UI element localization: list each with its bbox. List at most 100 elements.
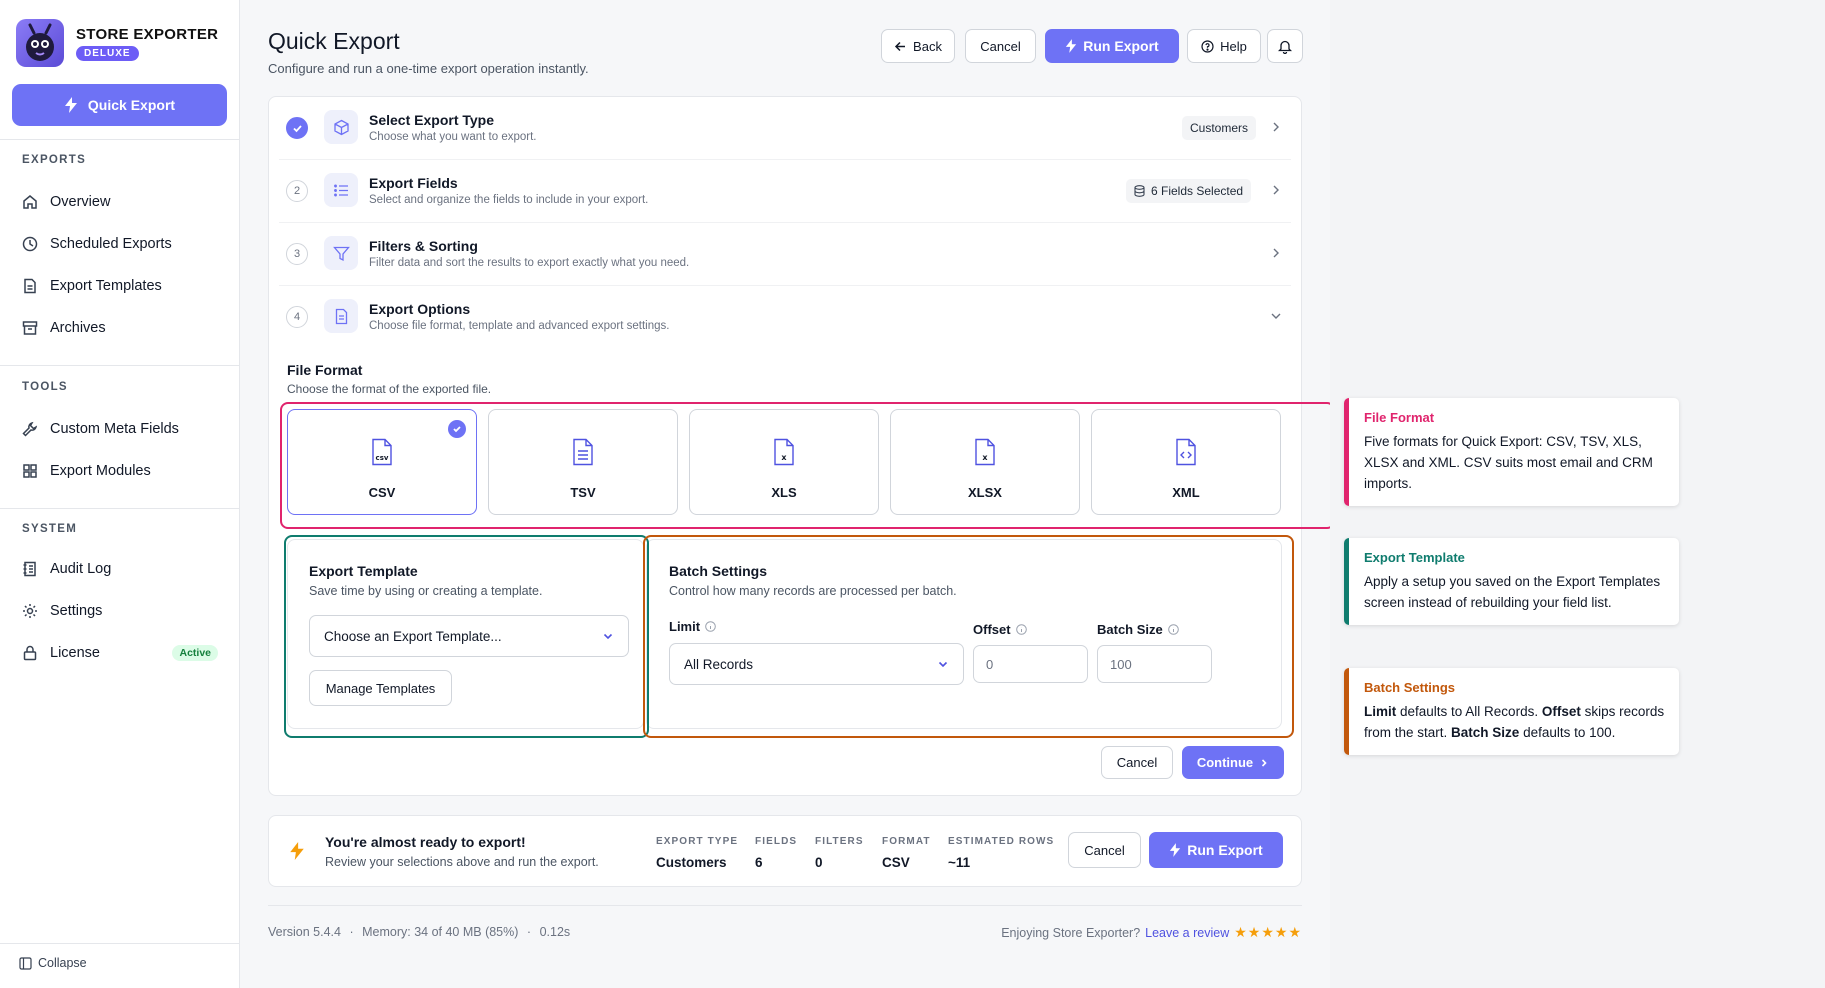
lightning-icon <box>1066 39 1077 53</box>
sidebar-item-settings[interactable]: Settings <box>22 598 222 624</box>
box-icon <box>324 110 358 144</box>
continue-button[interactable]: Continue <box>1182 746 1284 779</box>
annotation-body: Limit defaults to All Records. Offset sk… <box>1364 701 1665 743</box>
notifications-button[interactable] <box>1267 29 1303 63</box>
stat-label: FILTERS <box>815 836 864 847</box>
back-label: Back <box>913 38 942 54</box>
collapse-icon <box>19 956 32 970</box>
sidebar-item-audit-log[interactable]: Audit Log <box>22 556 222 582</box>
license-status-badge: Active <box>172 645 218 661</box>
manage-templates-button[interactable]: Manage Templates <box>309 670 452 706</box>
annotation-title: Export Template <box>1364 550 1465 565</box>
stat-value: 6 <box>755 855 763 870</box>
format-option-xml[interactable]: XML <box>1091 409 1281 515</box>
footer-review: Enjoying Store Exporter? Leave a review … <box>1001 924 1302 941</box>
header-cancel-button[interactable]: Cancel <box>965 29 1036 63</box>
offset-placeholder: 0 <box>986 656 994 672</box>
footer-status: Version 5.4.4 · Memory: 34 of 40 MB (85%… <box>268 925 571 939</box>
svg-text:csv: csv <box>376 454 389 462</box>
run-export-label: Run Export <box>1187 842 1263 858</box>
step-description: Select and organize the fields to includ… <box>369 194 649 206</box>
annotation-title: Batch Settings <box>1364 680 1456 695</box>
sidebar-divider <box>0 365 239 366</box>
format-label: CSV <box>368 485 396 500</box>
options-cancel-button[interactable]: Cancel <box>1101 746 1173 779</box>
step-number: 4 <box>286 306 308 328</box>
svg-text:x: x <box>781 453 787 462</box>
sidebar-item-export-templates[interactable]: Export Templates <box>22 273 222 299</box>
step-export-options[interactable]: 4 Export Options Choose file format, tem… <box>269 286 1301 348</box>
info-icon[interactable] <box>1015 624 1027 635</box>
stat-label: EXPORT TYPE <box>656 836 739 847</box>
offset-input[interactable]: 0 <box>973 645 1088 683</box>
gear-icon <box>23 604 37 618</box>
export-template-card: Export Template Save time by using or cr… <box>287 539 644 729</box>
check-icon <box>292 124 302 132</box>
step-filters-sorting[interactable]: 3 Filters & Sorting Filter data and sort… <box>269 223 1301 285</box>
section-system: SYSTEM <box>22 523 78 535</box>
cancel-label: Cancel <box>1084 842 1125 858</box>
file-format-subtitle: Choose the format of the exported file. <box>287 382 492 396</box>
chevron-right-icon <box>1262 758 1267 767</box>
limit-label: Limit <box>669 619 716 634</box>
batch-settings-subtitle: Control how many records are processed p… <box>669 584 957 598</box>
summary-cancel-button[interactable]: Cancel <box>1068 832 1141 868</box>
arrow-left-icon <box>894 41 906 51</box>
help-button[interactable]: Help <box>1187 29 1261 63</box>
format-option-xls[interactable]: x XLS <box>689 409 879 515</box>
sidebar-item-label: License <box>50 645 100 661</box>
file-format-title: File Format <box>287 362 363 378</box>
limit-select[interactable]: All Records <box>669 643 964 685</box>
limit-select-value: All Records <box>684 656 754 672</box>
main-content: Quick Export Configure and run a one-tim… <box>241 0 1335 988</box>
wrench-icon <box>22 421 38 437</box>
step-export-fields[interactable]: 2 Export Fields Select and organize the … <box>269 160 1301 222</box>
batch-size-label-text: Batch Size <box>1097 622 1163 637</box>
sidebar-item-label: Export Templates <box>50 278 162 294</box>
clock-icon <box>22 236 38 252</box>
summary-subtitle: Review your selections above and run the… <box>325 855 599 869</box>
collapse-button[interactable]: Collapse <box>19 956 87 970</box>
sidebar-item-scheduled-exports[interactable]: Scheduled Exports <box>22 231 222 257</box>
leave-review-link[interactable]: Leave a review <box>1145 925 1230 940</box>
annotation-term: Limit <box>1364 704 1397 719</box>
annotation-body: Five formats for Quick Export: CSV, TSV,… <box>1364 434 1653 491</box>
run-export-label: Run Export <box>1083 38 1159 54</box>
info-icon[interactable] <box>1167 624 1179 635</box>
sidebar-item-license[interactable]: License Active <box>22 640 222 666</box>
list-icon <box>324 173 358 207</box>
header-run-export-button[interactable]: Run Export <box>1045 29 1179 63</box>
sidebar-item-custom-meta-fields[interactable]: Custom Meta Fields <box>22 416 222 442</box>
step-description: Filter data and sort the results to expo… <box>369 257 690 269</box>
brand[interactable]: STORE EXPORTER DELUXE <box>16 19 218 67</box>
section-exports: EXPORTS <box>22 154 87 166</box>
summary-run-export-button[interactable]: Run Export <box>1149 832 1283 868</box>
batch-size-input[interactable]: 100 <box>1097 645 1212 683</box>
sidebar-item-label: Custom Meta Fields <box>50 421 179 437</box>
back-button[interactable]: Back <box>881 29 955 63</box>
lock-icon <box>23 645 37 661</box>
sidebar-divider <box>0 139 239 140</box>
cancel-label: Cancel <box>980 38 1021 54</box>
step-select-export-type[interactable]: Select Export Type Choose what you want … <box>269 97 1301 159</box>
chevron-right-icon <box>1273 248 1279 258</box>
summary-title: You're almost ready to export! <box>325 834 526 850</box>
step-complete-badge <box>286 117 308 139</box>
export-template-select[interactable]: Choose an Export Template... <box>309 615 629 657</box>
sidebar-item-overview[interactable]: Overview <box>22 189 222 215</box>
export-template-select-value: Choose an Export Template... <box>324 628 502 644</box>
collapse-label: Collapse <box>38 956 87 970</box>
sidebar-item-archives[interactable]: Archives <box>22 315 222 341</box>
format-option-csv[interactable]: csv CSV <box>287 409 477 515</box>
file-icon <box>324 299 358 333</box>
batch-settings-card: Batch Settings Control how many records … <box>646 539 1282 729</box>
quick-export-button[interactable]: Quick Export <box>12 84 227 126</box>
sidebar-item-export-modules[interactable]: Export Modules <box>22 458 222 484</box>
brand-badge: DELUXE <box>76 45 139 61</box>
document-icon <box>24 278 36 294</box>
info-icon[interactable] <box>705 621 716 632</box>
format-option-xlsx[interactable]: x XLSX <box>890 409 1080 515</box>
offset-label-text: Offset <box>973 622 1011 637</box>
chevron-down-icon <box>938 661 948 668</box>
format-option-tsv[interactable]: TSV <box>488 409 678 515</box>
